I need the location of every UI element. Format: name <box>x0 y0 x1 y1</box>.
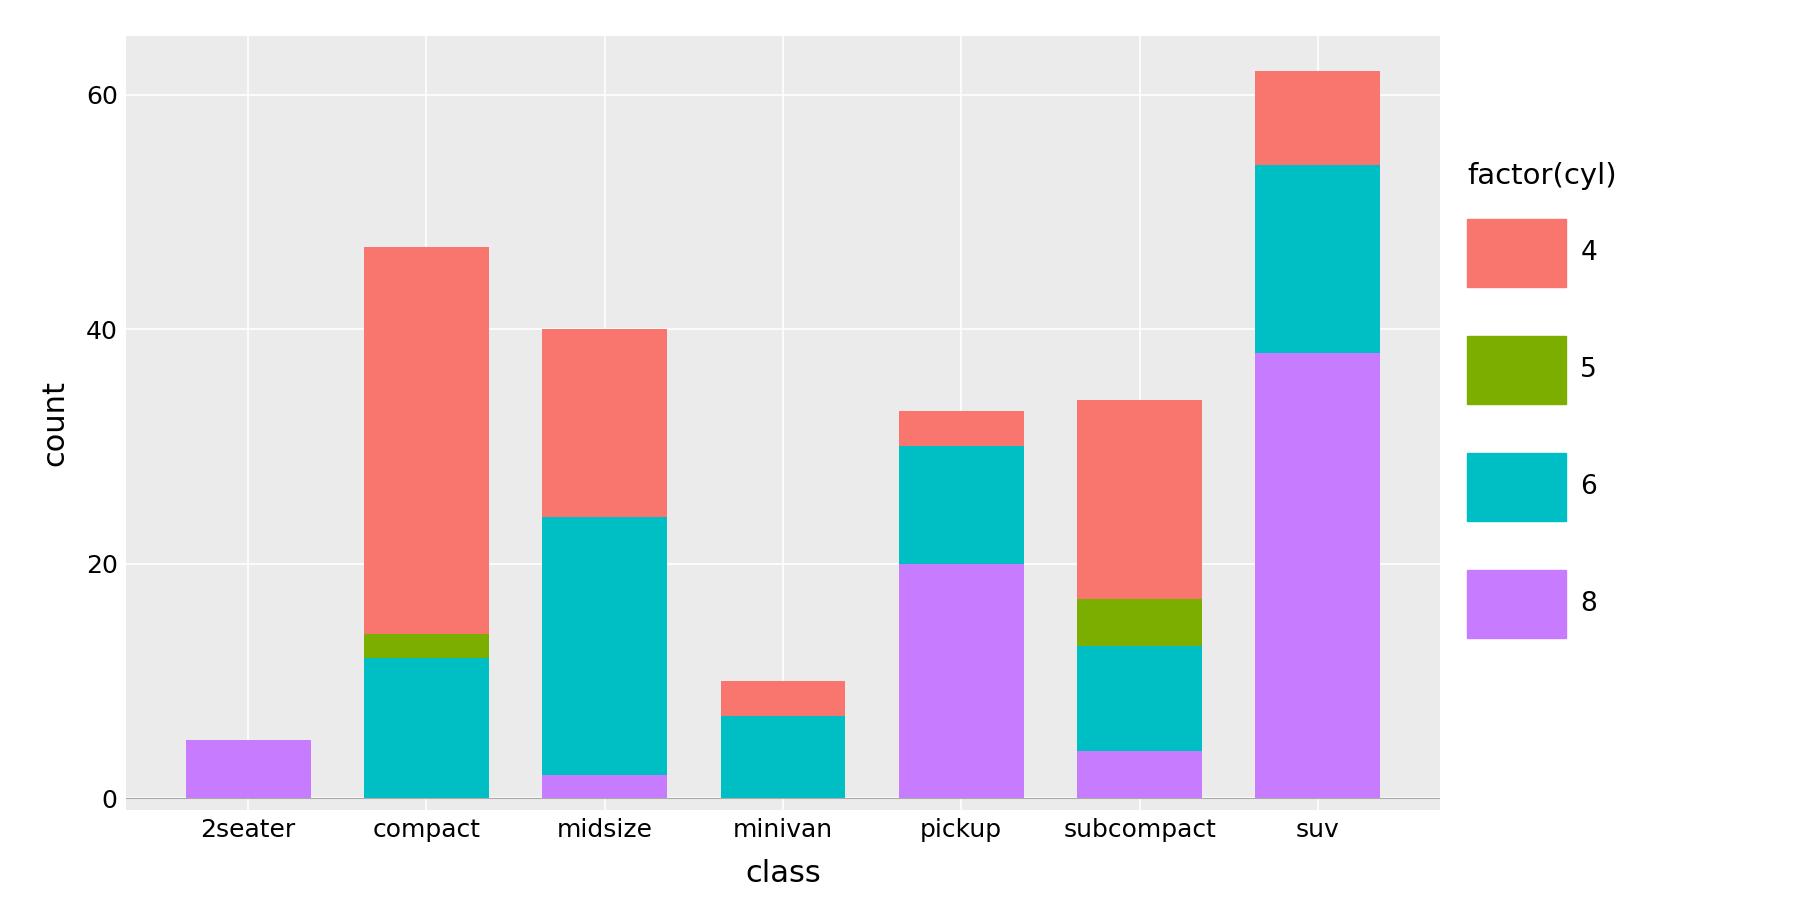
Text: 6: 6 <box>1580 474 1597 500</box>
Bar <box>1076 752 1202 798</box>
Bar <box>1255 353 1381 798</box>
Text: factor(cyl): factor(cyl) <box>1467 162 1616 190</box>
Bar <box>1076 400 1202 598</box>
Bar <box>542 517 668 775</box>
Text: 5: 5 <box>1580 357 1597 382</box>
Bar <box>364 248 490 634</box>
Bar <box>185 740 311 798</box>
Bar <box>1076 646 1202 751</box>
Bar <box>898 411 1024 446</box>
Bar <box>1255 71 1381 165</box>
Text: 8: 8 <box>1580 591 1597 617</box>
Bar <box>720 716 846 798</box>
Bar <box>542 329 668 517</box>
Bar <box>898 446 1024 563</box>
Y-axis label: count: count <box>40 380 68 466</box>
Bar <box>1255 165 1381 353</box>
Text: 4: 4 <box>1580 240 1597 266</box>
Bar <box>364 634 490 658</box>
X-axis label: class: class <box>745 859 821 888</box>
Bar <box>720 681 846 716</box>
Bar <box>364 658 490 798</box>
Bar <box>1076 598 1202 646</box>
Bar <box>542 775 668 798</box>
Bar <box>898 563 1024 798</box>
